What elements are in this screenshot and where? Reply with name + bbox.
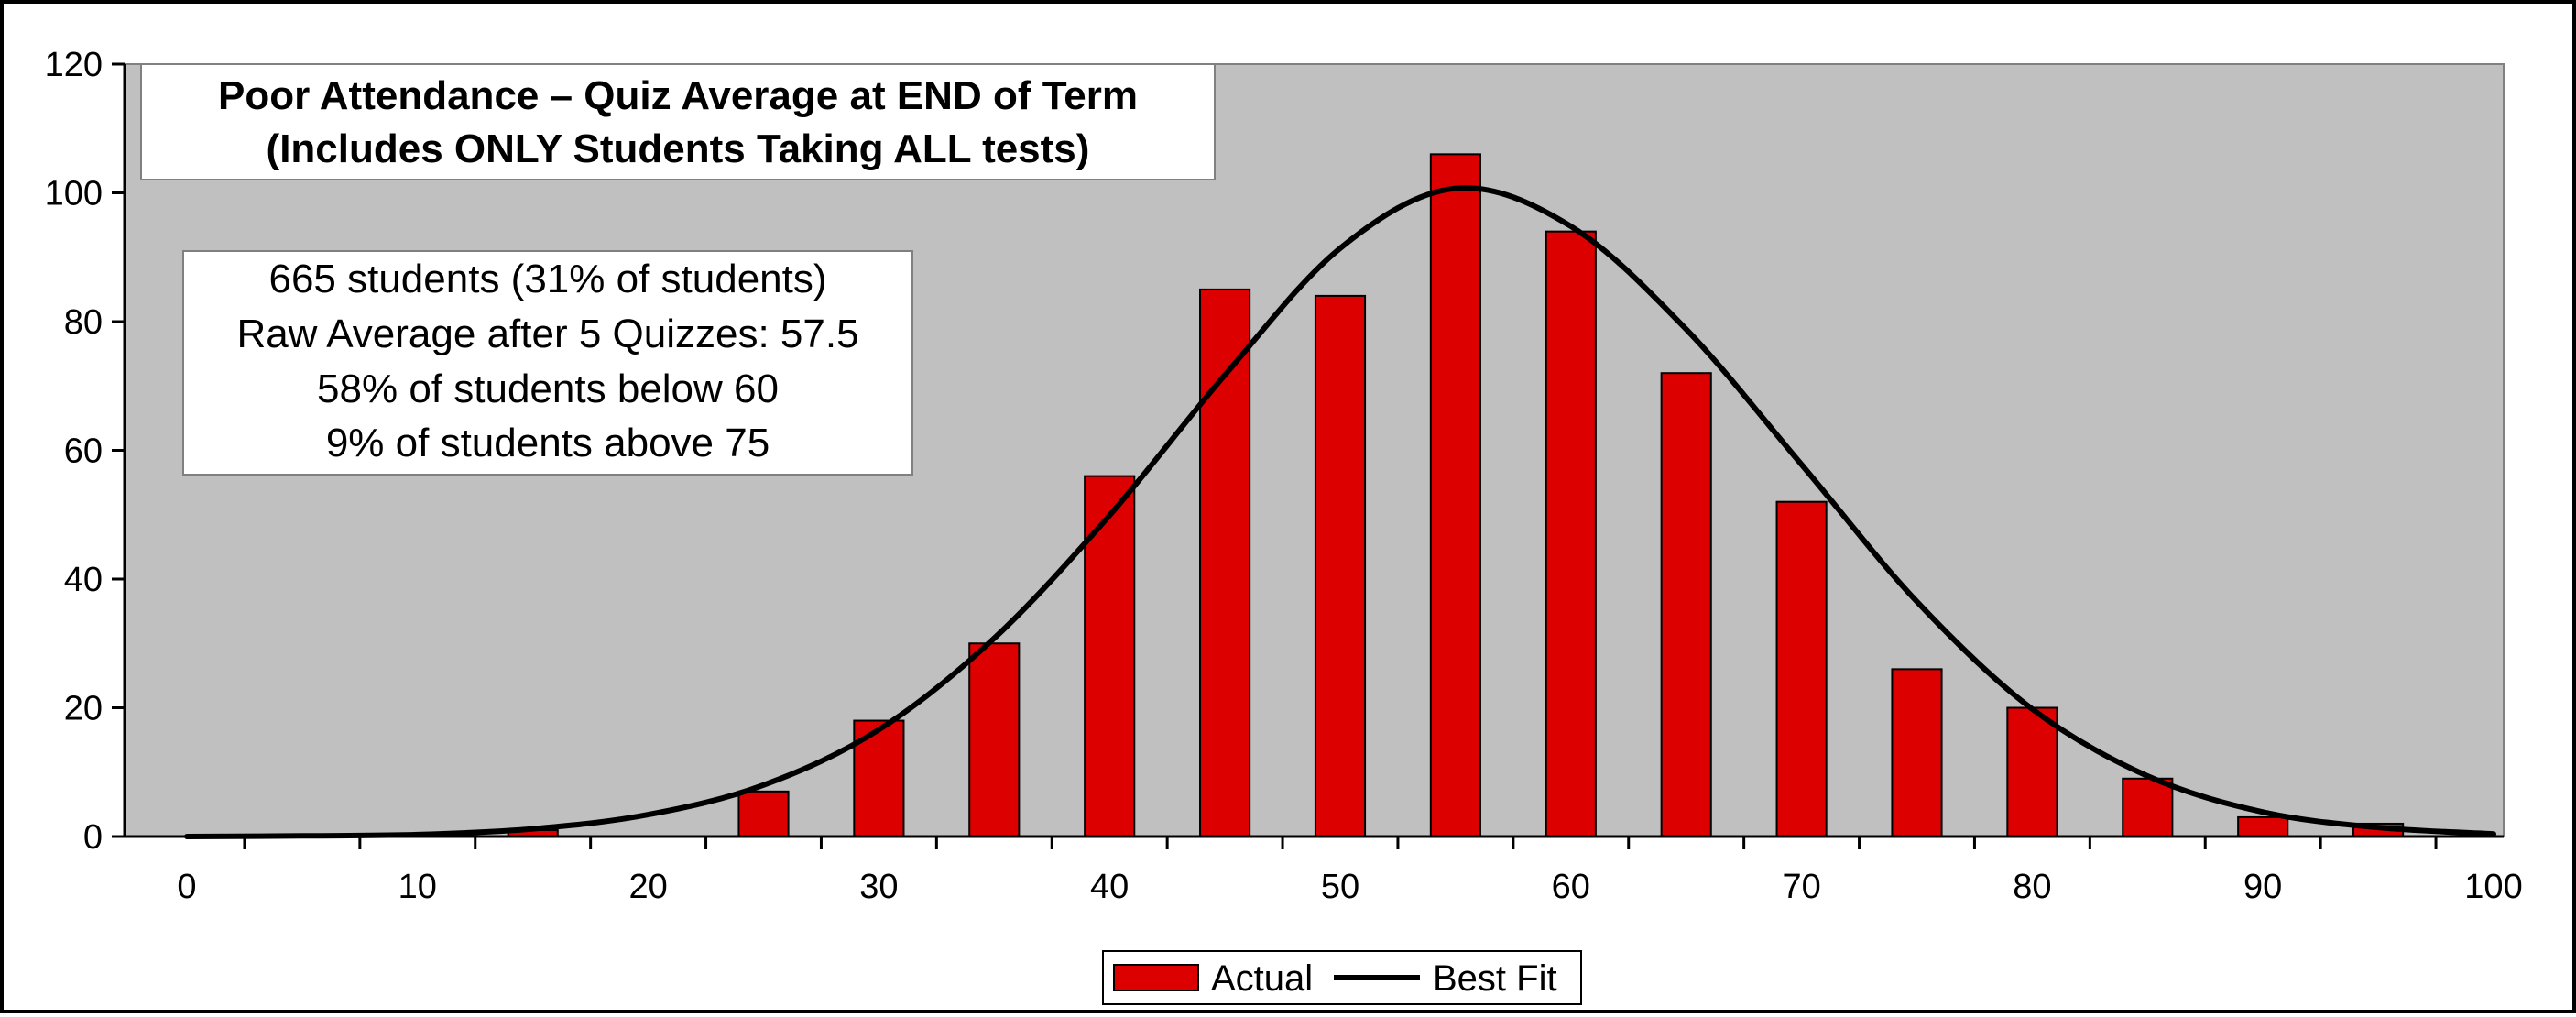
annotation-above-75: 9% of students above 75 (326, 421, 770, 465)
x-tick-label: 50 (1321, 868, 1359, 906)
y-axis-ticks: 0 20 40 60 80 100 120 (45, 46, 125, 857)
bar-25 (737, 790, 790, 838)
x-tick-label: 90 (2243, 868, 2282, 906)
y-tick-label: 120 (45, 46, 103, 84)
y-tick-label: 20 (64, 690, 103, 728)
bar-85 (2122, 777, 2174, 838)
bar-30 (853, 719, 905, 837)
y-tick-label: 100 (45, 175, 103, 213)
x-tick-label: 20 (628, 868, 667, 906)
chart-title: Poor Attendance – Quiz Average at END of… (218, 73, 1138, 118)
annotation-raw-average: Raw Average after 5 Quizzes: 57.5 (236, 312, 858, 356)
bar-80 (2006, 706, 2058, 837)
bar-90 (2237, 815, 2289, 837)
title-box: Poor Attendance – Quiz Average at END of… (140, 63, 1216, 180)
x-tick-label: 40 (1090, 868, 1129, 906)
bar-75 (1891, 668, 1943, 837)
legend-label-actual: Actual (1211, 958, 1313, 999)
x-tick-label: 100 (2464, 868, 2522, 906)
x-tick-label: 10 (398, 868, 437, 906)
x-tick-label: 0 (177, 868, 196, 906)
x-tick-label: 70 (1782, 868, 1820, 906)
bar-35 (968, 642, 1021, 837)
bar-70 (1775, 500, 1828, 837)
legend-label-best-fit: Best Fit (1433, 958, 1557, 999)
x-tick-label: 30 (859, 868, 898, 906)
legend: Actual Best Fit (1102, 950, 1582, 1005)
best-fit-line (184, 185, 2496, 839)
y-tick-label: 0 (83, 818, 103, 857)
y-tick-label: 40 (64, 561, 103, 599)
y-tick-label: 60 (64, 432, 103, 471)
info-box: 665 students (31% of students) Raw Avera… (182, 250, 913, 476)
annotation-below-60: 58% of students below 60 (317, 366, 779, 411)
chart-svg: 0 20 40 60 80 100 120 0 10 20 30 40 50 60 70 80 90 100 P… (45, 46, 2523, 1005)
legend-swatch-actual (1113, 964, 1199, 991)
x-axis-ticks: 0 10 20 30 40 50 60 70 80 90 100 (177, 837, 2523, 906)
bar-55 (1429, 153, 1481, 838)
x-tick-label: 80 (2013, 868, 2051, 906)
annotation-students: 665 students (31% of students) (268, 257, 826, 301)
bar-40 (1084, 475, 1136, 837)
bar-50 (1314, 294, 1367, 837)
bar-60 (1545, 230, 1597, 837)
bars-layer (507, 153, 2405, 838)
chart-subtitle: (Includes ONLY Students Taking ALL tests… (267, 126, 1090, 171)
x-tick-label: 60 (1552, 868, 1590, 906)
bar-65 (1660, 372, 1712, 837)
bar-45 (1199, 288, 1251, 837)
y-tick-label: 80 (64, 303, 103, 342)
